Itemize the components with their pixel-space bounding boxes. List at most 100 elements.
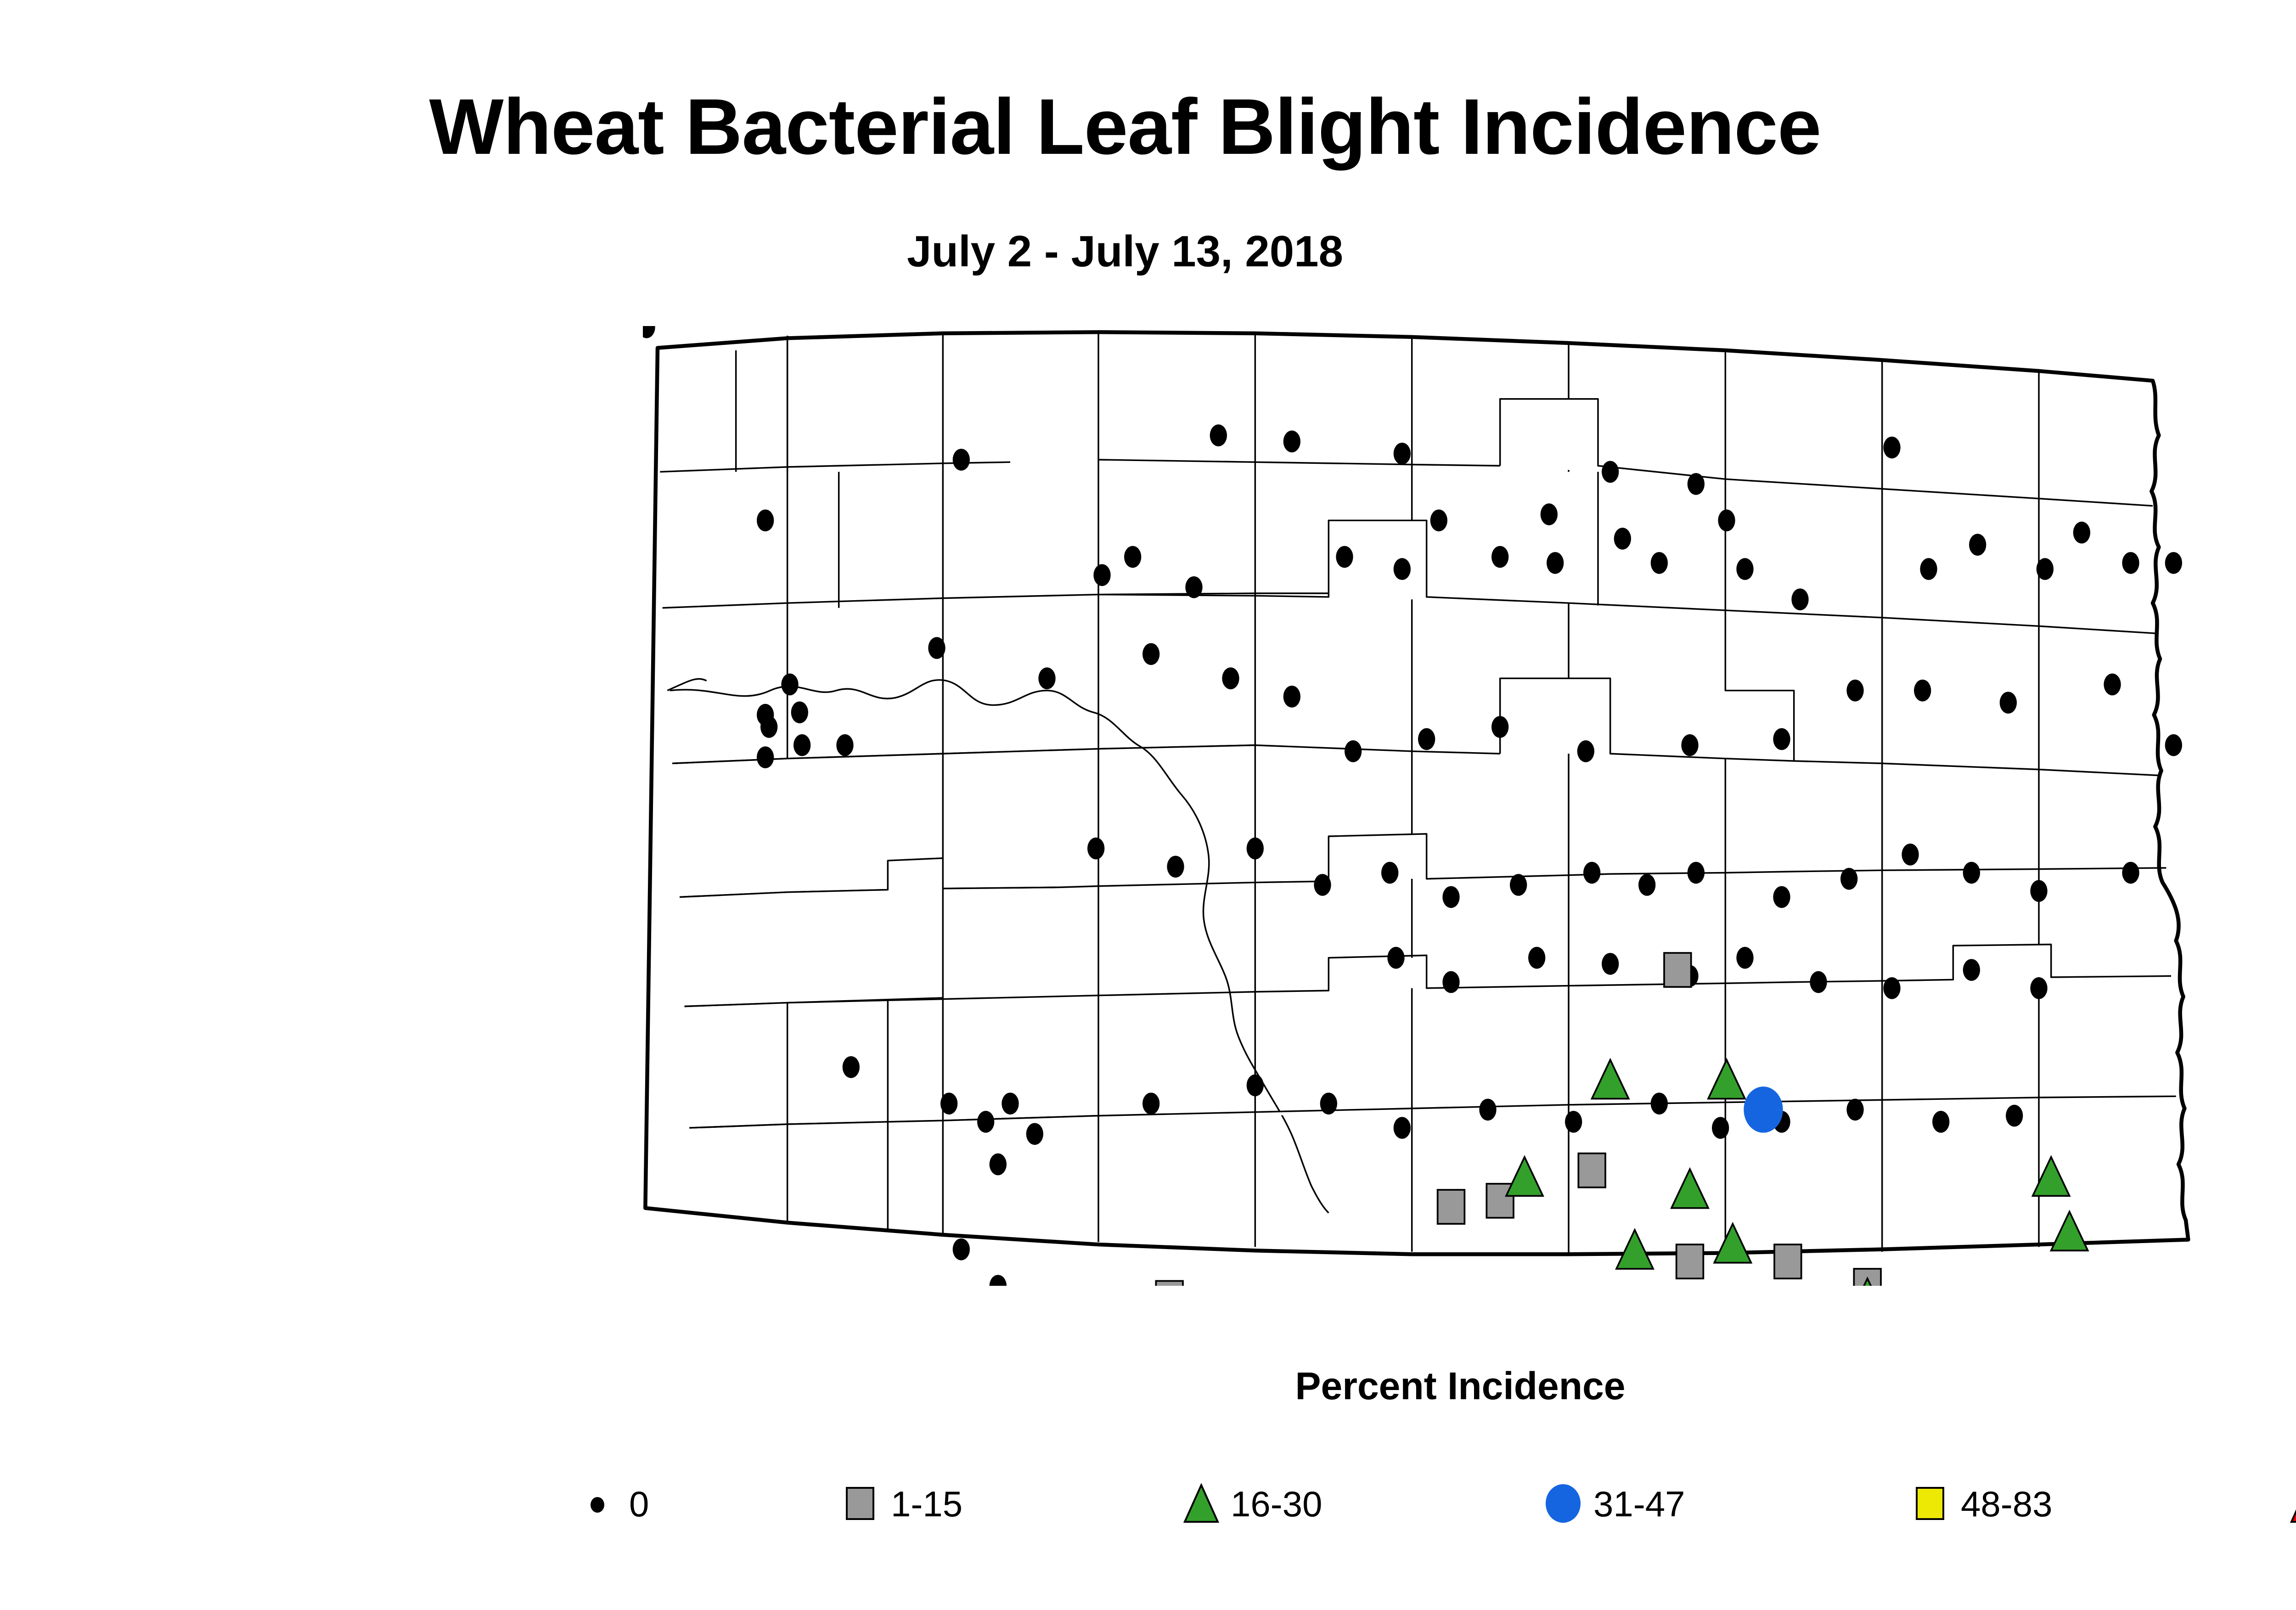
map-marker [1038,667,1056,690]
map-marker [1614,528,1631,550]
legend-triangle-icon [1171,1465,1231,1543]
map-marker [1963,959,1980,981]
map-marker [781,673,799,696]
map-marker [2122,552,2139,574]
map-marker [1920,558,1937,580]
legend-entry[interactable]: > 83 [2278,1465,2296,1543]
legend-square-icon [831,1465,891,1543]
map-marker [2030,880,2048,902]
map-marker [1167,856,1184,878]
map-marker [952,449,970,471]
map-marker [1491,716,1509,738]
map-marker [1712,1117,1729,1139]
map-marker [1773,728,1790,750]
map-marker [1026,1123,1043,1145]
legend-entry-label: 1-15 [891,1483,963,1524]
map-marker [1687,473,1705,495]
map-marker [2036,558,2054,580]
map-marker [760,716,778,738]
legend: 0 1-15 16-30 31-47 48-83 > 83 [569,1465,2296,1552]
legend-circle-icon [1534,1465,1593,1543]
map-marker [977,1111,995,1133]
map-marker [1791,588,1809,611]
map-marker [1124,546,1142,568]
map-marker [1736,946,1754,969]
legend-symbol-shape [1916,1487,1944,1520]
map-marker [928,637,945,659]
legend-symbol-shape [846,1487,874,1520]
legend-entry[interactable]: 48-83 [1901,1465,2053,1543]
map-marker [1675,1244,1705,1279]
map-marker [1393,442,1411,465]
map-marker [1283,430,1300,453]
map-marker [1210,424,1227,446]
map-marker [1650,552,1668,574]
legend-entry[interactable]: 1-15 [831,1465,962,1543]
map-marker [1736,558,1754,580]
map-marker [1528,946,1546,969]
map-marker [2030,977,2048,999]
map-marker [1430,509,1447,532]
map-marker [2122,861,2139,884]
map-marker [643,326,655,338]
map-marker [1418,728,1435,750]
county-boundaries [643,330,2190,1256]
map-marker [791,701,808,724]
map-marker [1093,564,1111,586]
map-marker [1744,1086,1783,1133]
map-marker [1491,546,1509,568]
map-marker [1246,837,1264,860]
map-marker [1222,667,1239,690]
legend-entry[interactable]: 16-30 [1171,1465,1322,1543]
map-marker [1707,1058,1746,1100]
map-marker [1381,861,1399,884]
map-marker [757,746,774,768]
map-marker [1583,861,1601,884]
map-marker [1615,1227,1654,1270]
map-marker [1142,1092,1160,1115]
legend-entry-label: 16-30 [1231,1483,1322,1524]
legend-entry[interactable]: 31-47 [1534,1465,1685,1543]
map-marker [2104,673,2121,696]
map-marker [1999,692,2017,714]
map-marker [1773,1244,1802,1279]
page-subtitle: July 2 - July 13, 2018 [907,227,1343,276]
map-marker [1840,867,1858,890]
legend-entry[interactable]: 0 [569,1465,649,1543]
map-marker [1393,558,1411,580]
map-marker [1336,546,1353,568]
map-marker [1863,1276,1872,1286]
map-marker [1565,1111,1582,1133]
map-marker [1185,576,1203,598]
incidence-markers [643,326,2182,1286]
map-marker [1713,1222,1753,1264]
map-marker [1663,952,1692,988]
map-marker [1969,534,1986,556]
legend-symbol-shape [591,1497,604,1513]
map-marker [1883,436,1901,459]
map-marker [1345,740,1362,762]
map-marker [1932,1111,1950,1133]
map-marker [836,734,854,756]
map-svg [643,326,2190,1286]
map-marker [989,1153,1007,1176]
legend-entry-label: 48-83 [1961,1483,2053,1524]
map-marker [1142,643,1160,665]
map-marker [2073,521,2090,544]
map-marker [1002,1092,1019,1115]
map-marker [1681,734,1699,756]
map-marker [1577,740,1594,762]
map-marker [1602,461,1619,483]
north-dakota-map [643,326,2259,1286]
map-marker [1442,886,1460,908]
map-marker [1883,977,1901,999]
map-marker [1510,874,1527,896]
map-marker [2031,1155,2071,1197]
map-marker [1320,1092,1337,1115]
legend-symbol-shape [1546,1484,1581,1523]
map-marker [1602,953,1619,975]
map-marker [1687,861,1705,884]
map-marker [1479,1098,1497,1121]
legend-symbol-shape [2289,1483,2296,1524]
legend-entry-label: 0 [629,1483,649,1524]
